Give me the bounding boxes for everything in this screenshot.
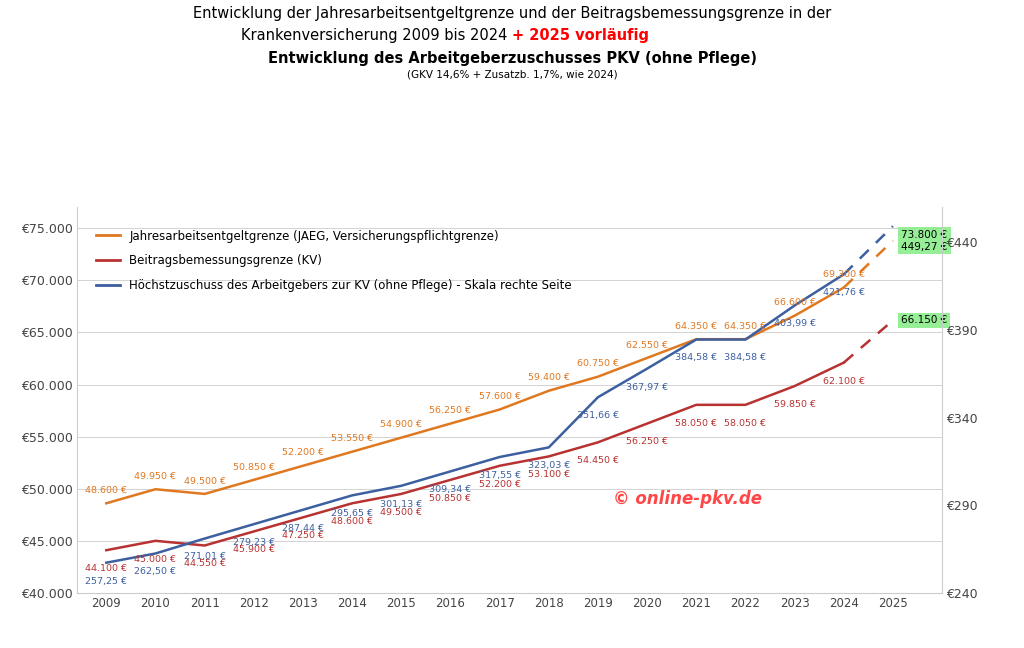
Text: 323,03 €: 323,03 € bbox=[527, 461, 570, 470]
Text: 52.200 €: 52.200 € bbox=[282, 448, 324, 457]
Text: 45.000 €: 45.000 € bbox=[134, 555, 176, 564]
Text: 403,99 €: 403,99 € bbox=[773, 319, 816, 329]
Text: + 2025 vorläufig: + 2025 vorläufig bbox=[512, 28, 649, 43]
Text: 44.550 €: 44.550 € bbox=[183, 559, 225, 568]
Text: 48.600 €: 48.600 € bbox=[85, 486, 127, 495]
Text: 287,44 €: 287,44 € bbox=[282, 524, 324, 533]
Text: 52.200 €: 52.200 € bbox=[478, 480, 520, 489]
Text: 57.600 €: 57.600 € bbox=[478, 392, 520, 401]
Text: 262,50 €: 262,50 € bbox=[134, 568, 176, 576]
Text: 49.500 €: 49.500 € bbox=[183, 476, 225, 485]
Text: 48.600 €: 48.600 € bbox=[331, 517, 373, 526]
Text: 49.950 €: 49.950 € bbox=[134, 472, 176, 481]
Text: Entwicklung des Arbeitgeberzuschusses PKV (ohne Pflege): Entwicklung des Arbeitgeberzuschusses PK… bbox=[267, 51, 757, 66]
Text: 295,65 €: 295,65 € bbox=[331, 509, 373, 518]
Text: 54.450 €: 54.450 € bbox=[577, 456, 618, 465]
Text: 62.100 €: 62.100 € bbox=[822, 376, 864, 386]
Text: 351,66 €: 351,66 € bbox=[577, 411, 618, 420]
Text: 45.900 €: 45.900 € bbox=[232, 546, 274, 554]
Text: 54.900 €: 54.900 € bbox=[380, 421, 422, 430]
Text: 301,13 €: 301,13 € bbox=[380, 500, 423, 509]
Text: 47.250 €: 47.250 € bbox=[282, 531, 324, 540]
Text: 317,55 €: 317,55 € bbox=[478, 471, 520, 480]
Text: 58.050 €: 58.050 € bbox=[675, 419, 717, 428]
Text: 56.250 €: 56.250 € bbox=[626, 437, 668, 446]
Text: Entwicklung der Jahresarbeitsentgeltgrenze und der Beitragsbemessungsgrenze in d: Entwicklung der Jahresarbeitsentgeltgren… bbox=[193, 6, 831, 21]
Text: 56.250 €: 56.250 € bbox=[429, 406, 471, 415]
Text: 309,34 €: 309,34 € bbox=[429, 485, 472, 494]
Text: 50.850 €: 50.850 € bbox=[232, 463, 274, 472]
Text: 64.350 €: 64.350 € bbox=[675, 322, 718, 331]
Text: © online-pkv.de: © online-pkv.de bbox=[613, 491, 762, 508]
Text: Krankenversicherung 2009 bis 2024: Krankenversicherung 2009 bis 2024 bbox=[241, 28, 512, 43]
Text: 50.850 €: 50.850 € bbox=[429, 494, 471, 503]
Text: 421,76 €: 421,76 € bbox=[822, 288, 864, 297]
Text: 279,23 €: 279,23 € bbox=[232, 538, 274, 547]
Text: 384,58 €: 384,58 € bbox=[724, 353, 767, 362]
Text: 53.550 €: 53.550 € bbox=[331, 434, 373, 443]
Text: 69.300 €: 69.300 € bbox=[822, 270, 865, 279]
Text: 53.100 €: 53.100 € bbox=[527, 470, 569, 480]
Text: 62.550 €: 62.550 € bbox=[626, 341, 668, 350]
Text: 59.850 €: 59.850 € bbox=[773, 400, 815, 409]
Text: 66.150 €: 66.150 € bbox=[901, 316, 947, 325]
Text: 58.050 €: 58.050 € bbox=[724, 419, 766, 428]
Text: 257,25 €: 257,25 € bbox=[85, 577, 127, 586]
Text: 73.800 €
449,27 €: 73.800 € 449,27 € bbox=[901, 230, 947, 251]
Text: 271,01 €: 271,01 € bbox=[183, 553, 225, 561]
Text: 384,58 €: 384,58 € bbox=[675, 353, 718, 362]
Text: 64.350 €: 64.350 € bbox=[724, 322, 767, 331]
Text: 59.400 €: 59.400 € bbox=[527, 373, 569, 382]
Text: 44.100 €: 44.100 € bbox=[85, 564, 127, 573]
Text: 66.600 €: 66.600 € bbox=[773, 298, 815, 307]
Legend: Jahresarbeitsentgeltgrenze (JAEG, Versicherungspflichtgrenze), Beitragsbemessung: Jahresarbeitsentgeltgrenze (JAEG, Versic… bbox=[91, 225, 577, 297]
Text: (GKV 14,6% + Zusatzb. 1,7%, wie 2024): (GKV 14,6% + Zusatzb. 1,7%, wie 2024) bbox=[407, 69, 617, 79]
Text: 60.750 €: 60.750 € bbox=[577, 360, 618, 368]
Text: 367,97 €: 367,97 € bbox=[626, 382, 669, 391]
Text: 49.500 €: 49.500 € bbox=[380, 508, 422, 517]
